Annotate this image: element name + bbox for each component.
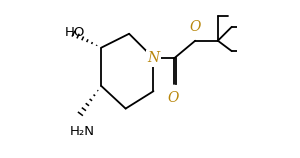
Text: N: N xyxy=(147,51,160,65)
Text: O: O xyxy=(190,20,201,34)
Text: O: O xyxy=(168,91,179,105)
Text: HO: HO xyxy=(65,25,85,39)
Text: H₂N: H₂N xyxy=(70,125,95,138)
